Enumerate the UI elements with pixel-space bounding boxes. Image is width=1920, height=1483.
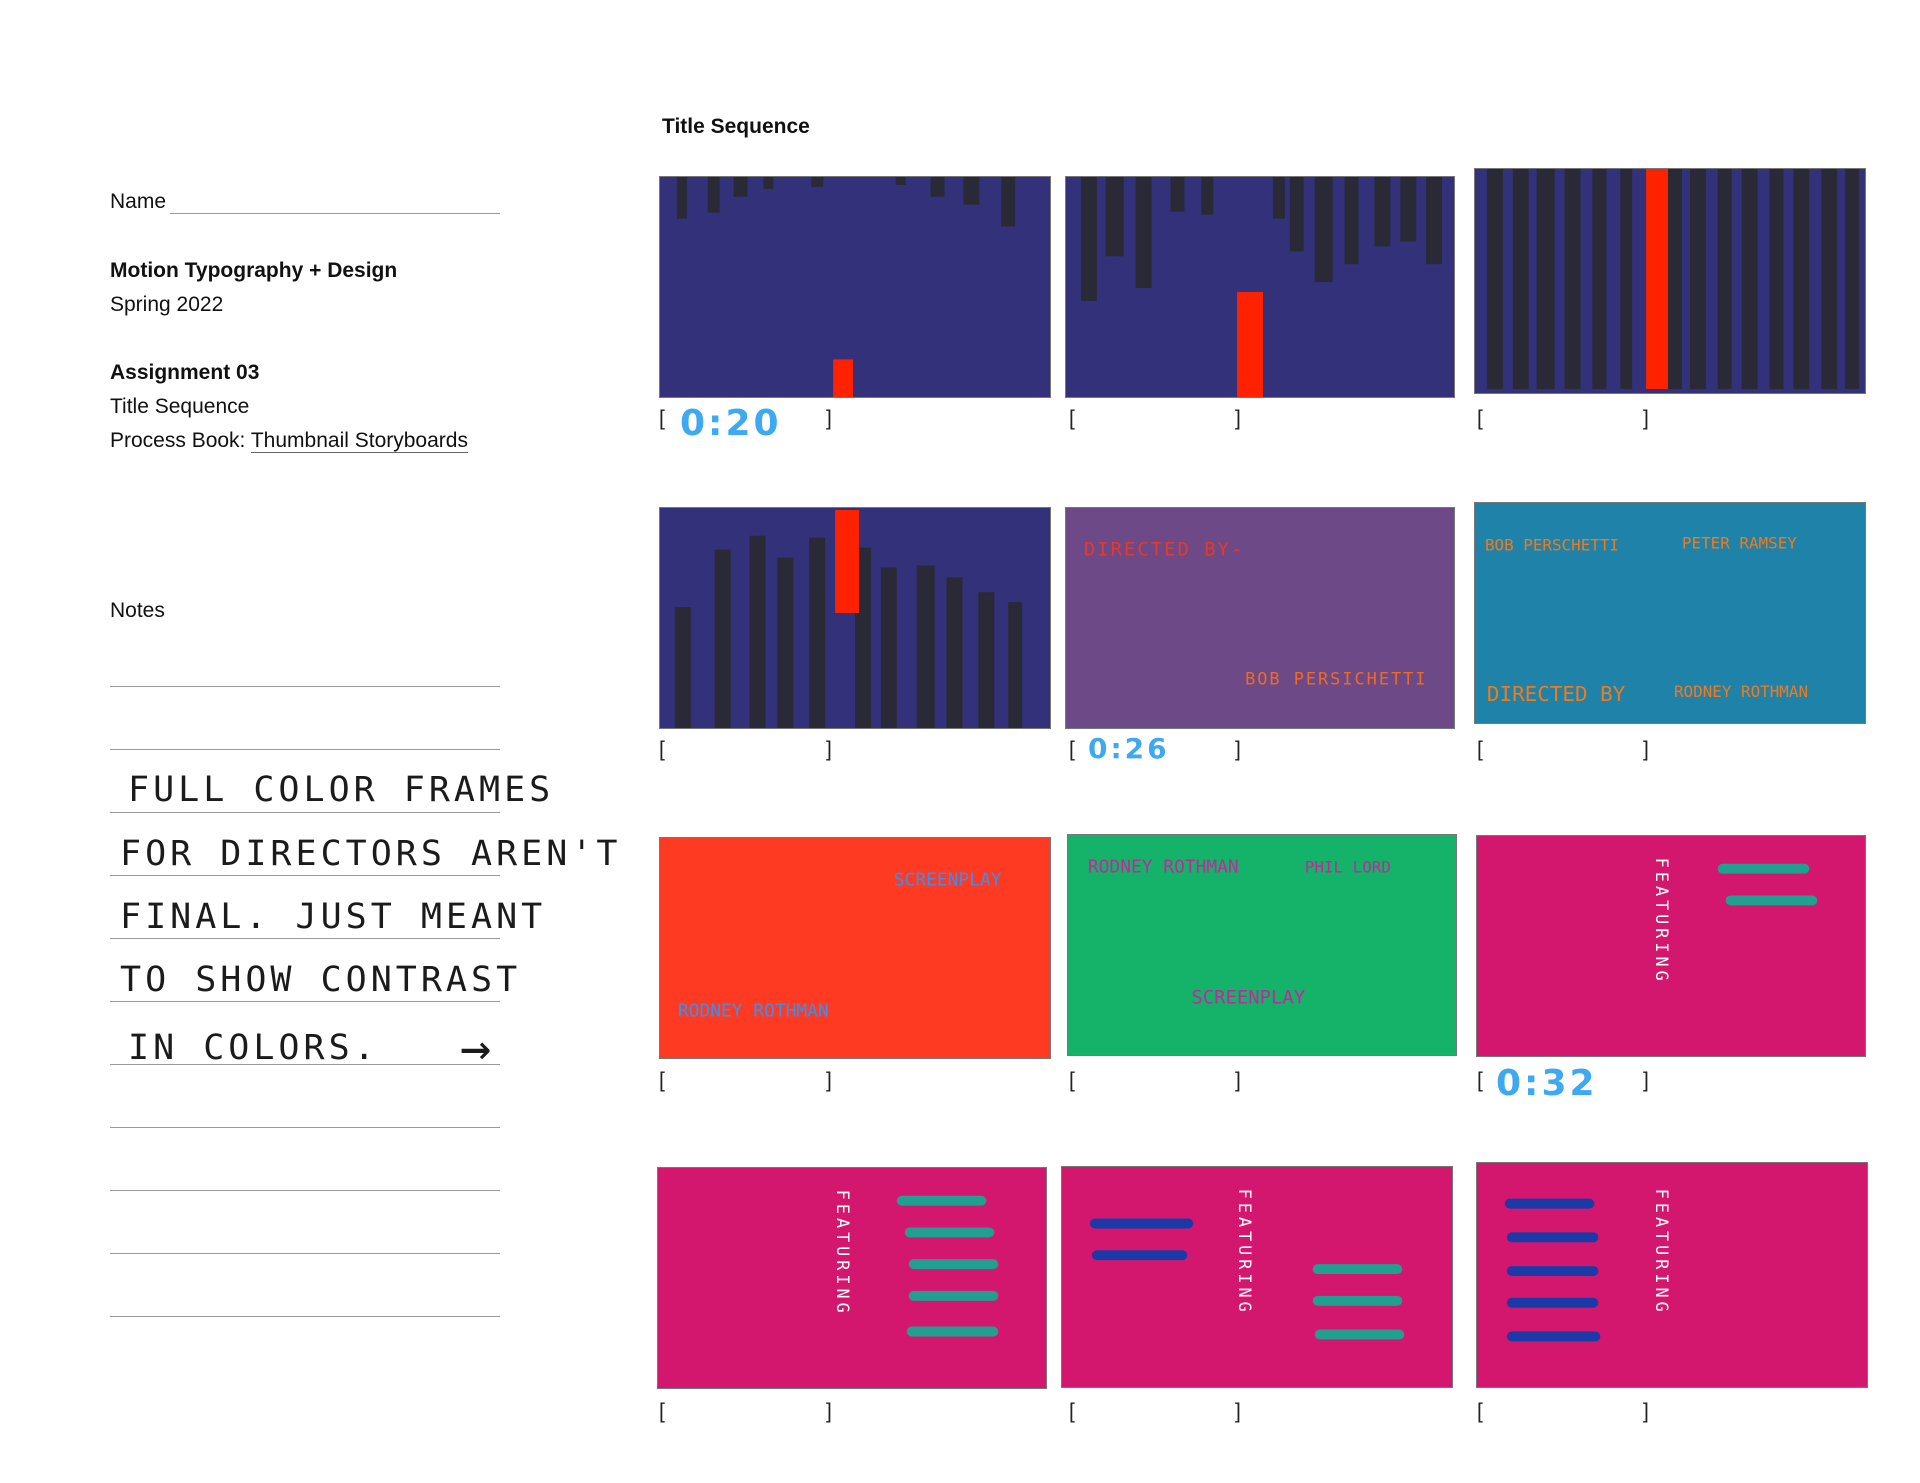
bracket-open: [ — [1477, 407, 1483, 430]
notes-line — [110, 1127, 500, 1128]
frame-text-featuring: FEATURING — [1235, 1189, 1255, 1316]
storyboard-frame-1 — [659, 176, 1051, 398]
storyboard-frame-9: FEATURING — [1476, 835, 1866, 1057]
bracket-close: ] — [1643, 738, 1649, 761]
timestamp-0-20: 0:20 — [680, 403, 782, 444]
notes-line — [110, 749, 500, 750]
frame-text-bob-persichetti: BOB PERSICHETTI — [1245, 668, 1427, 688]
bracket-close: ] — [1643, 407, 1649, 430]
storyboard-frame-2 — [1065, 176, 1455, 398]
bracket-open: [ — [1477, 738, 1483, 761]
frame-text-featuring: FEATURING — [833, 1190, 853, 1317]
bracket-close: ] — [1235, 1069, 1241, 1092]
process-book-prefix: Process Book: — [110, 429, 251, 452]
handwritten-note-line: FINAL. JUST MEANT — [120, 897, 547, 937]
bracket-close: ] — [826, 1069, 832, 1092]
bracket-close: ] — [826, 738, 832, 761]
frame-text-directed-by: DIRECTED BY — [1487, 682, 1626, 706]
bracket-close: ] — [1643, 1069, 1649, 1092]
bracket-open: [ — [1069, 738, 1075, 761]
storyboard-frame-8: RODNEY ROTHMAN PHIL LORD SCREENPLAY — [1067, 834, 1457, 1056]
handwritten-note-line: TO SHOW CONTRAST — [120, 960, 522, 1000]
storyboard-frame-4 — [659, 507, 1051, 729]
bracket-open: [ — [659, 1400, 665, 1423]
frame-text-featuring: FEATURING — [1652, 1189, 1672, 1316]
frame-text-screenplay: SCREENPLAY — [894, 870, 1002, 891]
frame-text-featuring: FEATURING — [1652, 858, 1672, 985]
storyboard-frame-3 — [1474, 168, 1866, 394]
bracket-open: [ — [1069, 407, 1075, 430]
notes-line — [110, 1190, 500, 1191]
frame-text-bob-perschetti: BOB PERSCHETTI — [1485, 536, 1619, 555]
notes-line — [110, 1253, 500, 1254]
notes-line — [110, 938, 500, 939]
notes-line — [110, 686, 500, 687]
bracket-close: ] — [826, 407, 832, 430]
course-title: Motion Typography + Design — [110, 259, 398, 282]
notes-line — [110, 1316, 500, 1317]
storyboard-frame-12: FEATURING — [1476, 1162, 1868, 1388]
term: Spring 2022 — [110, 293, 224, 316]
bracket-open: [ — [659, 738, 665, 761]
name-field-line[interactable] — [170, 213, 500, 214]
assignment-title: Title Sequence — [110, 395, 250, 418]
bracket-open: [ — [1069, 1069, 1075, 1092]
bracket-close: ] — [1235, 1400, 1241, 1423]
handwritten-note-line: FOR DIRECTORS AREN'T — [120, 834, 622, 874]
bracket-close: ] — [826, 1400, 832, 1423]
frame-text-rodney-rothman: RODNEY ROTHMAN — [1088, 857, 1239, 878]
notes-line — [110, 875, 500, 876]
handwritten-note-line: FULL COLOR FRAMES — [128, 770, 555, 810]
timestamp-0-26: 0:26 — [1088, 732, 1170, 765]
process-book-line: Process Book: Thumbnail Storyboards — [110, 427, 468, 455]
section-title: Title Sequence — [662, 115, 810, 138]
name-label: Name — [110, 190, 167, 213]
frame-text-screenplay: SCREENPLAY — [1191, 987, 1305, 1009]
bracket-open: [ — [1477, 1400, 1483, 1423]
bracket-open: [ — [1069, 1400, 1075, 1423]
bracket-open: [ — [659, 407, 665, 430]
notes-line — [110, 1001, 500, 1002]
storyboard-frame-11: FEATURING — [1061, 1166, 1453, 1388]
storyboard-frame-5: DIRECTED BY- BOB PERSICHETTI — [1065, 507, 1455, 729]
frame-text-phil-lord: PHIL LORD — [1305, 858, 1391, 877]
bracket-open: [ — [659, 1069, 665, 1092]
frame-text-rodney-rothman: RODNEY ROTHMAN — [678, 1000, 829, 1021]
notes-line — [110, 812, 500, 813]
frame-text-rodney-rothman: RODNEY ROTHMAN — [1674, 682, 1808, 701]
handwritten-note-line: IN COLORS. — [128, 1028, 379, 1068]
assignment-label: Assignment 03 — [110, 361, 260, 384]
notes-line — [110, 1064, 500, 1065]
storyboard-frame-7: SCREENPLAY RODNEY ROTHMAN — [659, 837, 1051, 1059]
process-book-link[interactable]: Thumbnail Storyboards — [250, 429, 468, 453]
notes-label: Notes — [110, 599, 165, 622]
storyboard-frame-6: BOB PERSCHETTI PETER RAMSEY DIRECTED BY … — [1474, 502, 1866, 724]
timestamp-0-32: 0:32 — [1496, 1063, 1598, 1104]
arrow-right-icon: → — [460, 1018, 496, 1078]
storyboard-frame-10: FEATURING — [657, 1167, 1047, 1389]
frame-text-peter-ramsey: PETER RAMSEY — [1682, 534, 1797, 553]
frame-text-directed-by: DIRECTED BY- — [1084, 539, 1244, 561]
bracket-open: [ — [1477, 1069, 1483, 1092]
bracket-close: ] — [1643, 1400, 1649, 1423]
bracket-close: ] — [1235, 738, 1241, 761]
bracket-close: ] — [1235, 407, 1241, 430]
